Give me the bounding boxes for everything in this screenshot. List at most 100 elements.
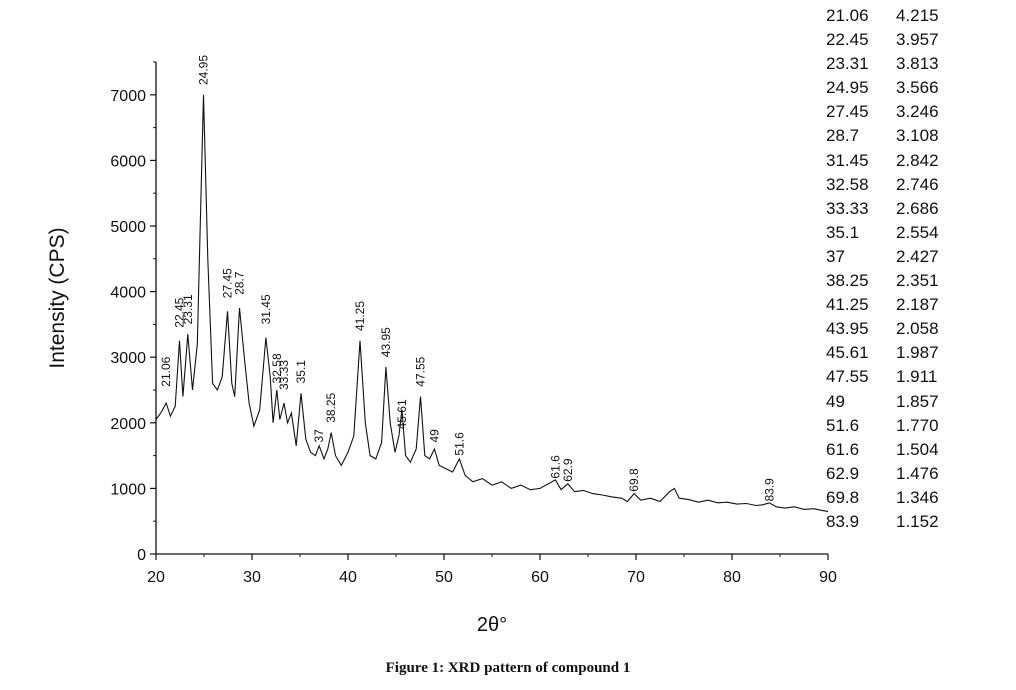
peak-label: 38.25 <box>324 392 338 422</box>
d-spacing-value: 1.911 <box>896 367 938 387</box>
peak-label: 37 <box>312 429 326 443</box>
y-tick-label: 0 <box>137 547 146 564</box>
d-spacing-value: 3.566 <box>896 78 939 98</box>
two-theta-value: 31.45 <box>826 150 869 170</box>
peak-label: 24.95 <box>197 55 211 85</box>
d-spacing-table: 21.06 4.215 22.45 3.957 23.31 3.813 24.95 3.566… <box>826 4 939 534</box>
peak-label: 51.6 <box>452 432 466 456</box>
d-spacing-row: 43.95 2.058 <box>826 317 939 341</box>
peak-label: 22.45 <box>173 297 187 327</box>
x-tick-label: 70 <box>627 569 645 586</box>
two-theta-value: 33.33 <box>826 198 869 218</box>
y-tick-label: 4000 <box>110 285 146 302</box>
d-spacing-row: 35.1 2.554 <box>826 221 939 245</box>
d-spacing-value: 2.686 <box>896 198 939 218</box>
two-theta-value: 21.06 <box>826 6 869 25</box>
x-tick-label: 20 <box>147 569 165 586</box>
d-spacing-value: 1.770 <box>896 415 939 435</box>
d-spacing-row: 41.25 2.187 <box>826 293 939 317</box>
figure-caption: Figure 1: XRD pattern of compound 1 <box>385 660 631 676</box>
peak-label: 41.25 <box>353 301 367 331</box>
d-spacing-row: 31.45 2.842 <box>826 149 939 173</box>
x-tick-label: 30 <box>243 569 261 586</box>
d-spacing-value: 2.746 <box>896 174 939 194</box>
d-spacing-row: 69.8 1.346 <box>826 486 939 510</box>
d-spacing-row: 51.6 1.770 <box>826 414 939 438</box>
d-spacing-value: 3.813 <box>896 54 939 74</box>
x-axis-label: 2θ° <box>477 614 507 636</box>
x-tick-label: 60 <box>531 569 549 586</box>
peak-label: 21.06 <box>159 356 173 386</box>
two-theta-value: 47.55 <box>826 367 869 387</box>
d-spacing-row: 83.9 1.152 <box>826 510 939 534</box>
d-spacing-value: 3.246 <box>896 102 939 122</box>
d-spacing-value: 2.842 <box>896 150 939 170</box>
y-tick-label: 5000 <box>110 219 146 236</box>
d-spacing-value: 1.346 <box>896 487 939 507</box>
y-tick-label: 3000 <box>110 350 146 367</box>
d-spacing-row: 47.55 1.911 <box>826 365 939 389</box>
d-spacing-row: 33.33 2.686 <box>826 197 939 221</box>
peak-label: 32.58 <box>270 353 284 383</box>
peak-label: 23.31 <box>181 294 195 324</box>
two-theta-value: 37 <box>826 246 845 266</box>
peak-label: 43.95 <box>379 327 393 357</box>
peak-label: 45.61 <box>395 399 409 429</box>
d-spacing-value: 3.957 <box>896 30 939 50</box>
xrd-series-line <box>155 94 829 512</box>
two-theta-value: 32.58 <box>826 174 869 194</box>
y-tick-label: 6000 <box>110 153 146 170</box>
chart-ticks: 20 30 40 50 60 70 80 90 0 1000 2000 3000 4000 5000 600… <box>110 61 837 586</box>
d-spacing-row: 62.9 1.476 <box>826 462 939 486</box>
peak-label: 62.9 <box>561 458 575 482</box>
d-spacing-value: 1.152 <box>896 511 939 531</box>
two-theta-value: 69.8 <box>826 487 860 507</box>
two-theta-value: 45.61 <box>826 343 869 363</box>
d-spacing-row: 24.95 3.566 <box>826 76 939 100</box>
peak-label: 47.55 <box>414 356 428 386</box>
y-tick-label: 2000 <box>110 416 146 433</box>
two-theta-value: 83.9 <box>826 511 860 531</box>
two-theta-value: 51.6 <box>826 415 860 435</box>
d-spacing-row: 28.7 3.108 <box>826 124 939 148</box>
d-spacing-row: 38.25 2.351 <box>826 269 939 293</box>
x-tick-label: 50 <box>435 569 453 586</box>
d-spacing-row: 22.45 3.957 <box>826 28 939 52</box>
d-spacing-value: 1.476 <box>896 463 939 483</box>
d-spacing-value: 3.108 <box>896 126 939 146</box>
two-theta-value: 27.45 <box>826 102 869 122</box>
peak-label: 61.6 <box>548 455 562 479</box>
peak-label: 27.45 <box>221 268 235 298</box>
y-axis-label: Intensity (CPS) <box>46 227 69 368</box>
d-spacing-value: 1.987 <box>896 343 939 363</box>
x-tick-label: 90 <box>819 569 837 586</box>
two-theta-value: 41.25 <box>826 295 869 315</box>
d-spacing-row: 21.06 4.215 <box>826 4 939 28</box>
d-spacing-value: 1.857 <box>896 391 939 411</box>
d-spacing-row: 49 1.857 <box>826 390 939 414</box>
two-theta-value: 43.95 <box>826 319 869 339</box>
peak-label: 35.1 <box>294 360 308 384</box>
y-tick-label: 1000 <box>110 481 146 498</box>
d-spacing-value: 4.215 <box>896 6 939 25</box>
peak-labels: 21.0622.4523.3124.9527.4528.731.4532.583… <box>159 55 776 502</box>
two-theta-value: 62.9 <box>826 463 860 483</box>
two-theta-value: 38.25 <box>826 271 869 291</box>
d-spacing-value: 2.427 <box>896 246 939 266</box>
y-tick-label: 7000 <box>110 88 146 105</box>
peak-label: 33.33 <box>277 360 291 390</box>
two-theta-value: 35.1 <box>826 222 860 242</box>
peak-label: 83.9 <box>762 478 776 502</box>
d-spacing-value: 2.187 <box>896 295 939 315</box>
x-tick-label: 40 <box>339 569 357 586</box>
d-spacing-row: 32.58 2.746 <box>826 173 939 197</box>
x-tick-label: 80 <box>723 569 741 586</box>
peak-label: 69.8 <box>627 468 641 492</box>
d-spacing-value: 1.504 <box>896 439 939 459</box>
peak-label: 31.45 <box>259 294 273 324</box>
d-spacing-value: 2.554 <box>896 222 939 242</box>
d-spacing-row: 37 2.427 <box>826 245 939 269</box>
d-spacing-row: 45.61 1.987 <box>826 341 939 365</box>
chart-axes <box>155 62 828 555</box>
